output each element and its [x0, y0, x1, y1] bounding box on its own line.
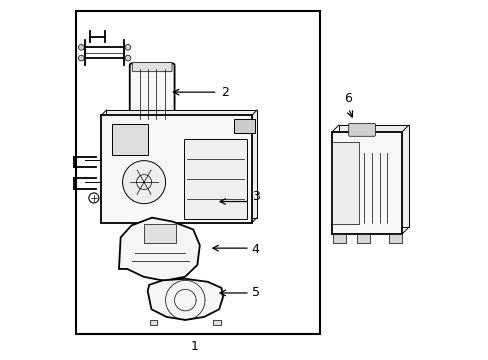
Bar: [183, 139, 246, 220]
Bar: [332, 142, 358, 224]
FancyBboxPatch shape: [134, 120, 169, 127]
Bar: [150, 320, 157, 325]
Circle shape: [125, 44, 131, 50]
Text: 2: 2: [221, 86, 228, 99]
Circle shape: [122, 161, 165, 204]
Circle shape: [125, 55, 131, 61]
FancyBboxPatch shape: [129, 63, 174, 125]
Circle shape: [78, 44, 84, 50]
Polygon shape: [119, 218, 200, 281]
Text: 4: 4: [251, 243, 259, 256]
Text: 3: 3: [251, 190, 259, 203]
Text: 1: 1: [190, 340, 198, 353]
FancyBboxPatch shape: [132, 62, 172, 72]
Bar: [332, 132, 402, 234]
Bar: [106, 110, 257, 218]
Text: 6: 6: [344, 92, 352, 105]
Circle shape: [78, 55, 84, 61]
Bar: [144, 224, 176, 243]
Bar: [388, 234, 401, 243]
Bar: [213, 320, 220, 325]
Bar: [76, 12, 319, 334]
Bar: [233, 119, 255, 134]
Bar: [112, 125, 147, 155]
Bar: [332, 234, 346, 243]
Polygon shape: [147, 279, 223, 320]
Text: 5: 5: [251, 287, 259, 300]
Bar: [101, 116, 251, 223]
FancyBboxPatch shape: [348, 123, 375, 136]
Bar: [338, 125, 408, 227]
Bar: [357, 234, 369, 243]
Circle shape: [89, 193, 99, 203]
